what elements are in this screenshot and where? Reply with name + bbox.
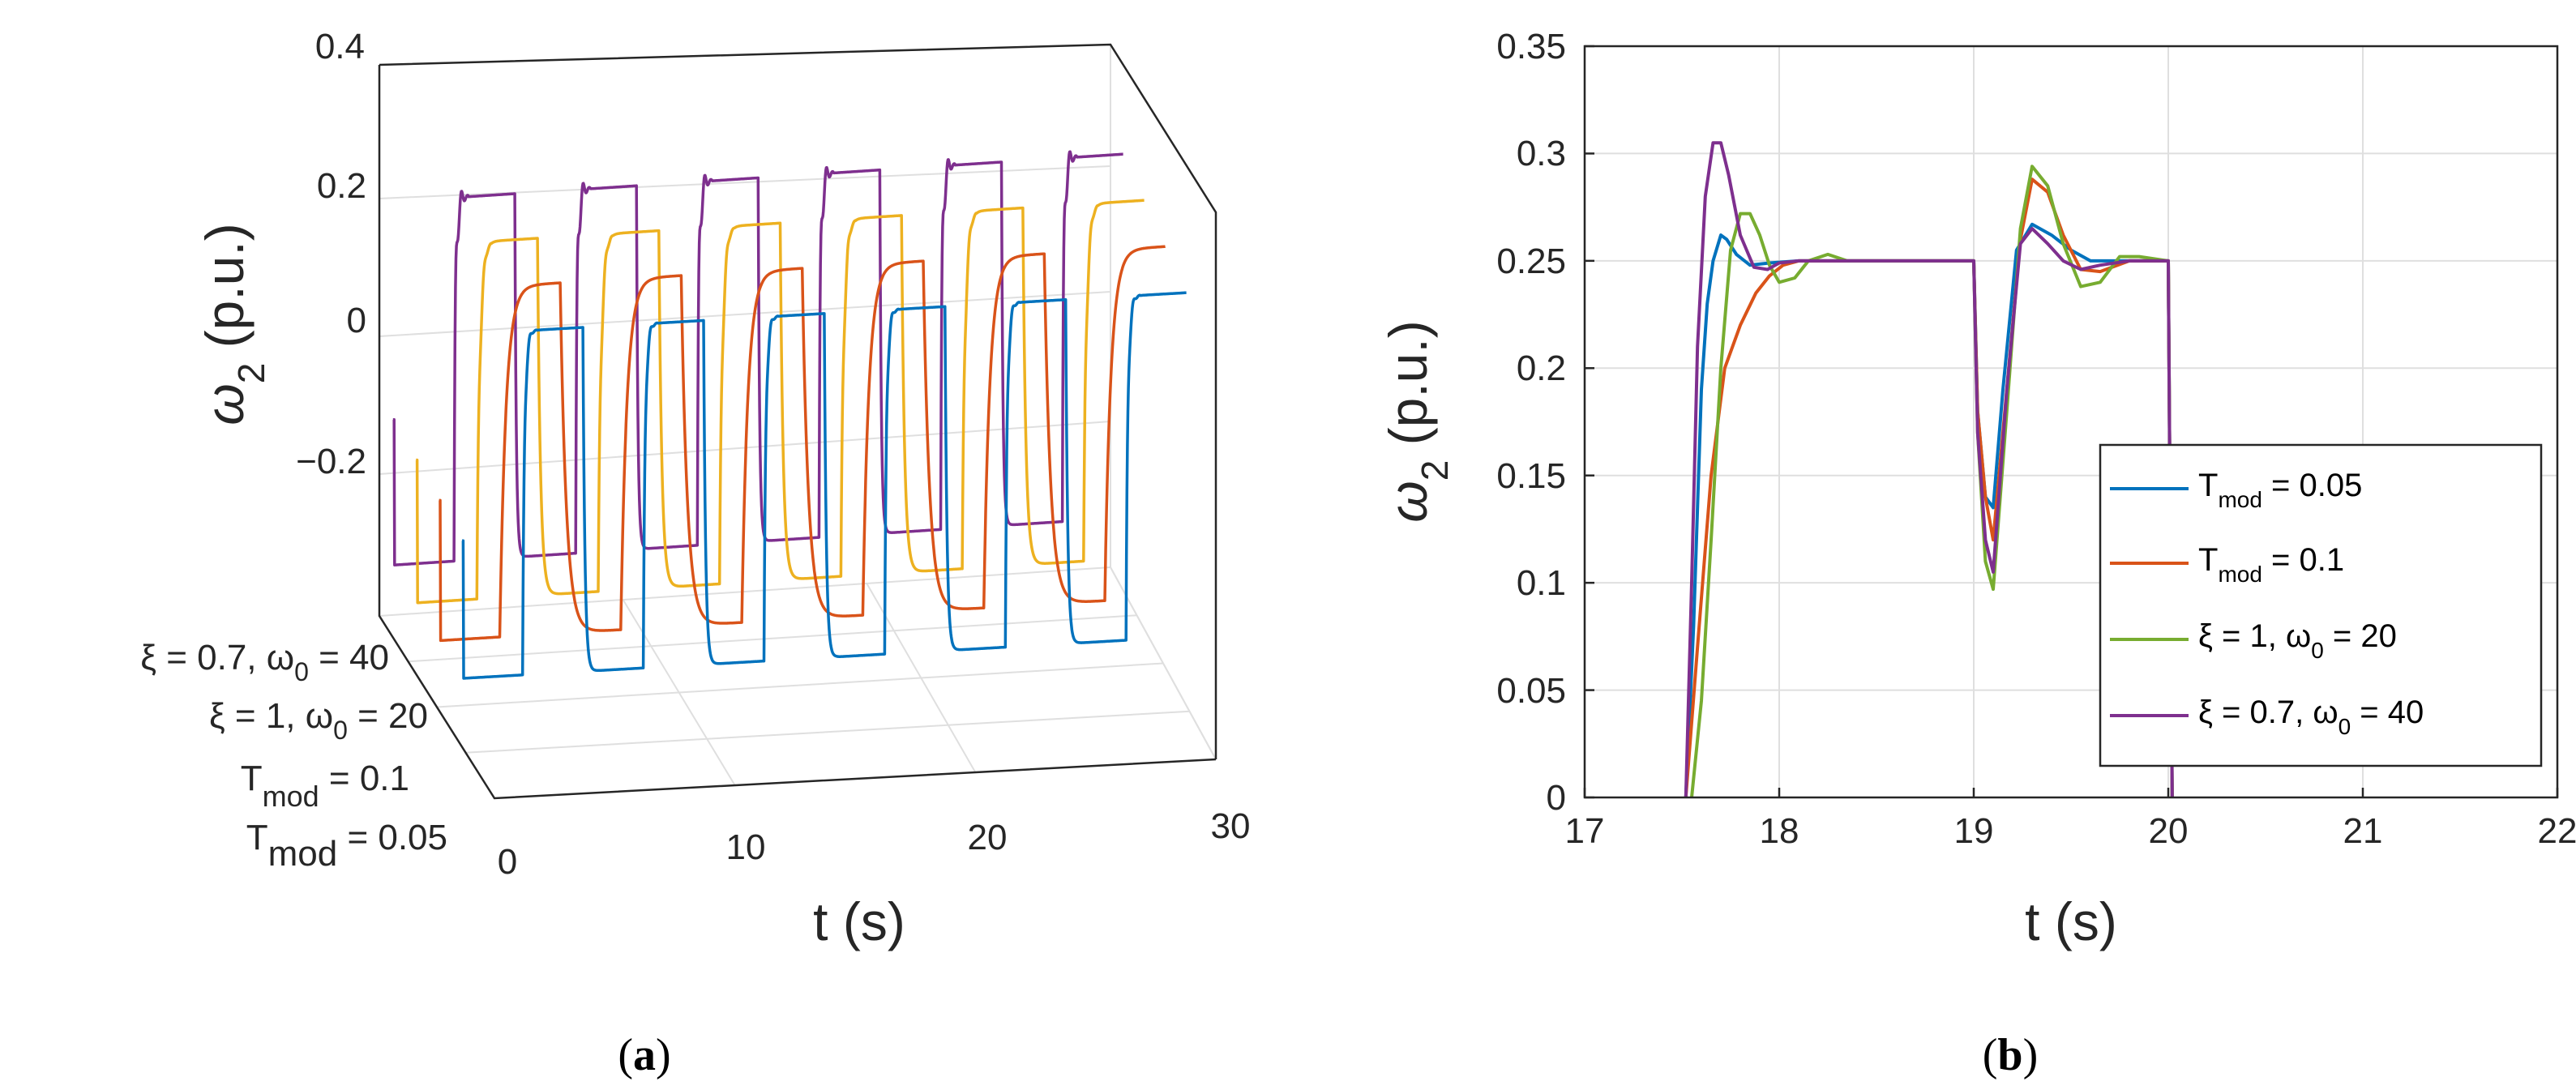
chart-b-ticks <box>1583 45 2559 799</box>
chart-a: 0.4 0.2 0 −0.2 0 10 20 30 Tmod = 0.05 Tm… <box>140 27 1250 1080</box>
chart-a-series-line-2 <box>438 245 1166 643</box>
chart-a-y-label: ω2 (p.u.) <box>195 223 272 425</box>
chart-b-x-label: t (s) <box>2025 891 2117 951</box>
chart-a-box-edge <box>378 65 1217 800</box>
panel-label-a: (a) <box>618 1030 670 1080</box>
chart-b-axes-box <box>1583 45 2559 799</box>
legend-entry: Tmod = 0.1 <box>2198 542 2344 587</box>
chart-a-floor-grid-line <box>408 614 1137 663</box>
chart-a-series-line-4 <box>392 150 1124 566</box>
chart-b: 0 0.05 0.1 0.15 0.2 0.25 0.3 0.35 17 18 … <box>1378 27 2576 1080</box>
chart-a-series-line-3 <box>415 199 1145 605</box>
chart-b-y-tick: 0.25 <box>1496 242 1566 281</box>
chart-b-y-tick: 0.35 <box>1496 27 1566 66</box>
chart-a-depth-label: Tmod = 0.05 <box>246 818 447 874</box>
chart-b-y-tick: 0.15 <box>1496 456 1566 496</box>
chart-a-series <box>392 150 1187 680</box>
chart-a-x-tick: 30 <box>1211 806 1251 846</box>
chart-a-grid <box>379 44 1217 799</box>
chart-b-legend: Tmod = 0.05 Tmod = 0.1 ξ = 1, ω0 = 20 ξ … <box>2099 443 2543 767</box>
chart-a-series-line-1 <box>461 291 1187 680</box>
chart-a-x-tick: 20 <box>968 818 1008 857</box>
chart-b-x-tick: 20 <box>2149 811 2189 851</box>
legend-entry: ξ = 0.7, ω0 = 40 <box>2198 695 2424 739</box>
panel-label-b: (b) <box>1983 1030 2038 1080</box>
chart-a-z-tick: 0 <box>347 301 366 340</box>
chart-a-box <box>378 43 1217 800</box>
chart-b-y-label: ω2 (p.u.) <box>1378 320 1456 522</box>
chart-b-y-tick: 0.3 <box>1517 134 1566 173</box>
chart-b-x-tick: 19 <box>1954 811 1994 851</box>
chart-a-floor-grid-line <box>465 710 1190 754</box>
chart-b-x-tick: 18 <box>1760 811 1799 851</box>
legend-entry: Tmod = 0.05 <box>2198 468 2362 512</box>
chart-a-floor-grid-line <box>436 662 1164 708</box>
chart-b-series-line-4 <box>1684 141 2174 798</box>
chart-b-y-tick: 0 <box>1547 778 1566 818</box>
chart-a-grid-line <box>379 291 1111 337</box>
chart-a-x-label: t (s) <box>813 891 905 951</box>
chart-b-x-tick: 17 <box>1565 811 1605 851</box>
legend-entry: ξ = 1, ω0 = 20 <box>2198 618 2397 663</box>
chart-b-y-tick: 0.1 <box>1517 563 1566 603</box>
chart-a-x-tick: 10 <box>726 827 766 867</box>
chart-a-z-tick: −0.2 <box>296 442 366 481</box>
chart-b-series <box>1684 141 2174 798</box>
chart-a-box-edge <box>379 43 1217 759</box>
chart-a-depth-label: Tmod = 0.1 <box>241 759 409 813</box>
chart-a-z-tick: 0.4 <box>315 27 365 66</box>
legend-box <box>2099 443 2543 767</box>
chart-a-depth-label: ξ = 1, ω0 = 20 <box>209 696 428 745</box>
chart-b-x-tick: 21 <box>2343 811 2383 851</box>
chart-a-x-tick: 0 <box>498 842 517 882</box>
chart-a-grid-line <box>379 566 1111 617</box>
chart-a-depth-label: ξ = 0.7, ω0 = 40 <box>140 638 389 686</box>
chart-b-y-tick: 0.2 <box>1517 348 1566 388</box>
chart-a-z-tick: 0.2 <box>317 166 366 206</box>
chart-b-x-tick: 22 <box>2538 811 2576 851</box>
chart-b-y-tick: 0.05 <box>1496 671 1566 711</box>
chart-a-grid-line <box>379 165 1111 199</box>
